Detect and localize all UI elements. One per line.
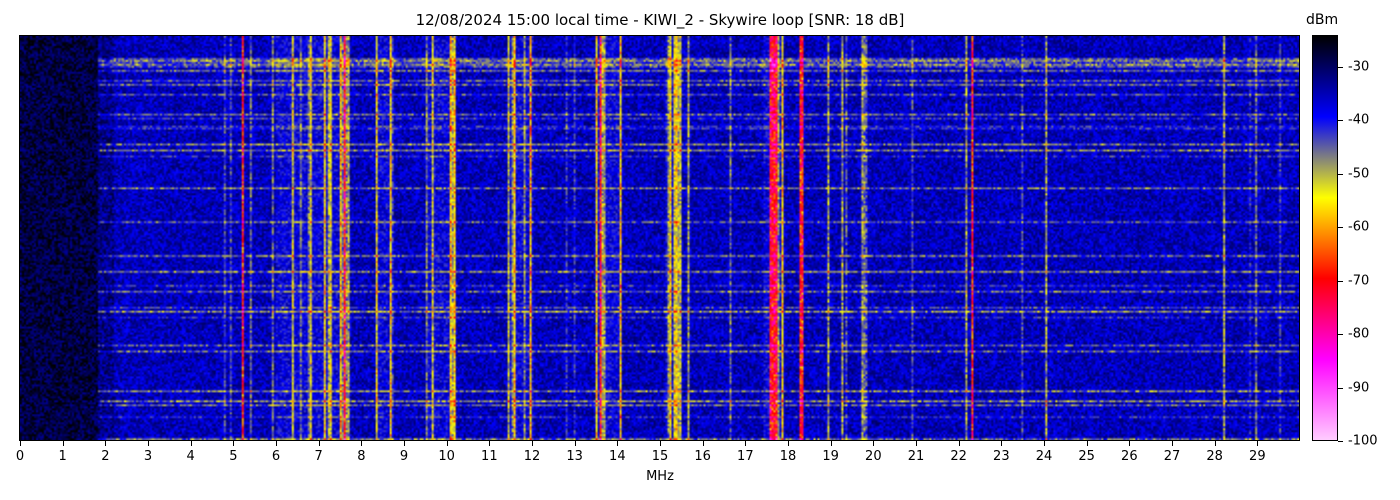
- spectrogram-heatmap: [20, 36, 1299, 440]
- x-tick-mark: [532, 441, 533, 446]
- x-tick-mark: [105, 441, 107, 446]
- x-tick-mark: [361, 441, 363, 446]
- x-tick-label: 29: [1249, 449, 1266, 464]
- colorbar-tick-label: -50: [1348, 166, 1370, 182]
- x-tick-label: 10: [438, 449, 455, 464]
- colorbar-tick-label: -100: [1348, 433, 1378, 449]
- x-tick-label: 1: [58, 449, 67, 464]
- x-tick-label: 14: [609, 449, 626, 464]
- x-tick-mark: [1044, 441, 1045, 446]
- colorbar-tick-mark: [1338, 67, 1343, 69]
- x-tick-label: 22: [950, 449, 967, 464]
- x-tick-mark: [318, 441, 320, 446]
- x-tick-label: 8: [357, 449, 366, 464]
- x-tick-mark: [62, 441, 64, 446]
- x-tick-label: 28: [1206, 449, 1223, 464]
- x-tick-mark: [916, 441, 917, 446]
- x-tick-label: 3: [143, 449, 153, 464]
- x-tick-mark: [404, 441, 405, 446]
- x-tick-label: 9: [399, 449, 409, 464]
- x-tick-mark: [1129, 441, 1131, 446]
- x-axis-label: MHz: [646, 469, 674, 484]
- x-tick-label: 25: [1078, 449, 1095, 464]
- x-tick-mark: [660, 441, 661, 446]
- x-tick-label: 12: [523, 449, 541, 464]
- x-tick-mark: [617, 441, 619, 446]
- x-tick-label: 15: [651, 449, 669, 464]
- x-tick-mark: [1001, 441, 1003, 446]
- x-tick-label: 26: [1121, 449, 1138, 464]
- x-tick-mark: [1172, 441, 1173, 446]
- colorbar-tick-mark: [1338, 173, 1343, 175]
- x-tick-mark: [190, 441, 192, 446]
- x-tick-label: 2: [101, 449, 110, 464]
- colorbar-tick-mark: [1338, 334, 1343, 336]
- x-tick-label: 4: [186, 449, 195, 464]
- x-tick-label: 7: [314, 449, 323, 464]
- colorbar-tick-label: -90: [1348, 380, 1370, 396]
- x-tick-label: 0: [15, 449, 25, 464]
- colorbar-tick-label: -30: [1348, 59, 1370, 75]
- x-tick-mark: [830, 441, 832, 446]
- colorbar-tick-label: -80: [1348, 326, 1370, 342]
- x-tick-mark: [489, 441, 491, 446]
- x-tick-mark: [1086, 441, 1088, 446]
- x-tick-label: 18: [779, 449, 797, 464]
- x-tick-mark: [1214, 441, 1216, 446]
- colorbar-tick-label: -70: [1348, 273, 1370, 289]
- spectrogram-plot-area: [19, 35, 1300, 441]
- x-tick-label: 16: [694, 449, 711, 464]
- colorbar-label: dBm: [1306, 12, 1339, 28]
- x-tick-mark: [788, 441, 789, 446]
- x-tick-label: 6: [271, 449, 281, 464]
- colorbar-tick-mark: [1338, 280, 1343, 282]
- x-tick-mark: [745, 441, 747, 446]
- colorbar: [1312, 35, 1338, 441]
- x-tick-label: 21: [907, 449, 925, 464]
- x-tick-label: 24: [1035, 449, 1053, 464]
- x-tick-label: 19: [822, 449, 839, 464]
- x-tick-label: 13: [566, 449, 583, 464]
- x-tick-mark: [873, 441, 875, 446]
- x-tick-mark: [446, 441, 448, 446]
- x-tick-mark: [574, 441, 576, 446]
- x-tick-label: 20: [865, 449, 882, 464]
- colorbar-tick-mark: [1338, 387, 1343, 389]
- x-tick-label: 27: [1163, 449, 1181, 464]
- x-tick-mark: [233, 441, 235, 446]
- colorbar-tick-mark: [1338, 120, 1343, 122]
- x-tick-mark: [1257, 441, 1259, 446]
- colorbar-tick-label: -60: [1348, 219, 1370, 235]
- colorbar-tick-mark: [1338, 441, 1343, 442]
- chart-title: 12/08/2024 15:00 local time - KIWI_2 - S…: [415, 11, 905, 29]
- x-tick-label: 11: [481, 449, 498, 464]
- x-tick-label: 17: [737, 449, 754, 464]
- x-tick-label: 23: [993, 449, 1010, 464]
- colorbar-tick-label: -40: [1348, 112, 1370, 128]
- x-tick-mark: [958, 441, 960, 446]
- colorbar-tick-mark: [1338, 227, 1343, 229]
- x-tick-label: 5: [229, 449, 238, 464]
- x-tick-mark: [702, 441, 704, 446]
- x-tick-mark: [148, 441, 149, 446]
- x-tick-mark: [20, 441, 21, 446]
- x-tick-mark: [276, 441, 277, 446]
